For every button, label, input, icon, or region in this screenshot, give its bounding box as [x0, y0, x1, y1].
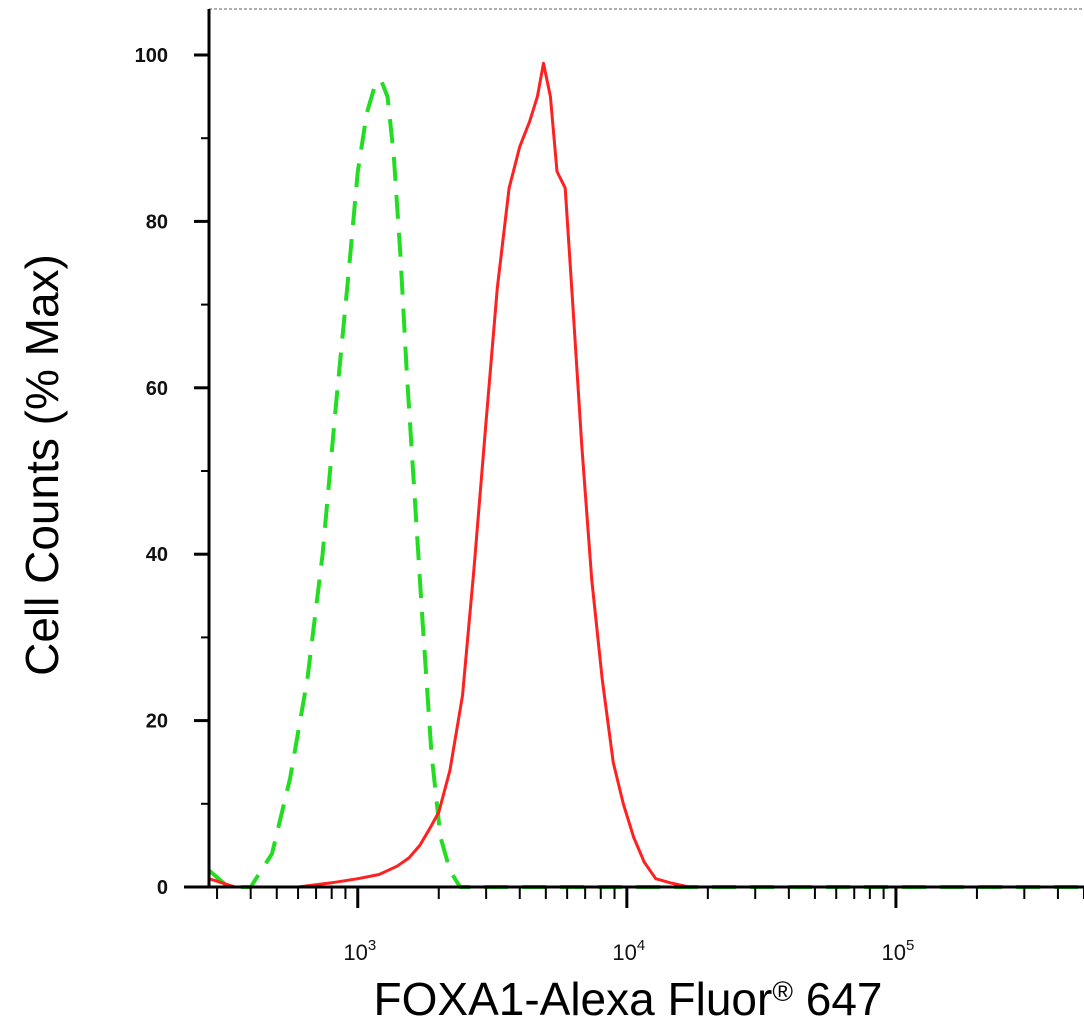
y-tick-label: 0: [157, 877, 168, 899]
x-tick-label-exponent: 4: [637, 937, 645, 954]
x-axis-title-main: FOXA1-Alexa Fluor: [374, 973, 773, 1025]
series-line-solid: [208, 61, 1084, 889]
y-tick-label: 80: [146, 211, 168, 233]
x-tick-label-base: 10: [882, 940, 906, 965]
x-tick-label: 103: [343, 937, 376, 965]
x-axis-title: FOXA1-Alexa Fluor® 647: [374, 973, 883, 1025]
series-line-dashed: [207, 78, 1084, 889]
x-tick-label-exponent: 5: [906, 937, 914, 954]
x-tick-label: 105: [882, 937, 915, 965]
y-tick-label: 60: [146, 378, 168, 400]
y-axis-ticks: 0 20 40 60 80 100: [135, 45, 209, 899]
x-tick-label-exponent: 3: [368, 937, 376, 954]
x-tick-label-base: 10: [612, 940, 636, 965]
series-layer: [207, 61, 1084, 889]
x-axis-ticks: 103 104 105: [216, 887, 1084, 965]
x-tick-label: 104: [612, 937, 645, 965]
x-axis-title-sup: ®: [772, 976, 793, 1007]
y-tick-label: 100: [135, 45, 168, 67]
y-tick-label: 20: [146, 711, 168, 733]
y-tick-label: 40: [146, 544, 168, 566]
x-axis-title-suffix: 647: [793, 973, 883, 1025]
y-axis-title: Cell Counts (% Max): [16, 254, 68, 676]
x-tick-label-base: 10: [343, 940, 367, 965]
